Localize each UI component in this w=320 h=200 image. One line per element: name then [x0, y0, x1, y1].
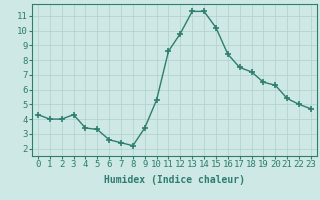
X-axis label: Humidex (Indice chaleur): Humidex (Indice chaleur)	[104, 175, 245, 185]
